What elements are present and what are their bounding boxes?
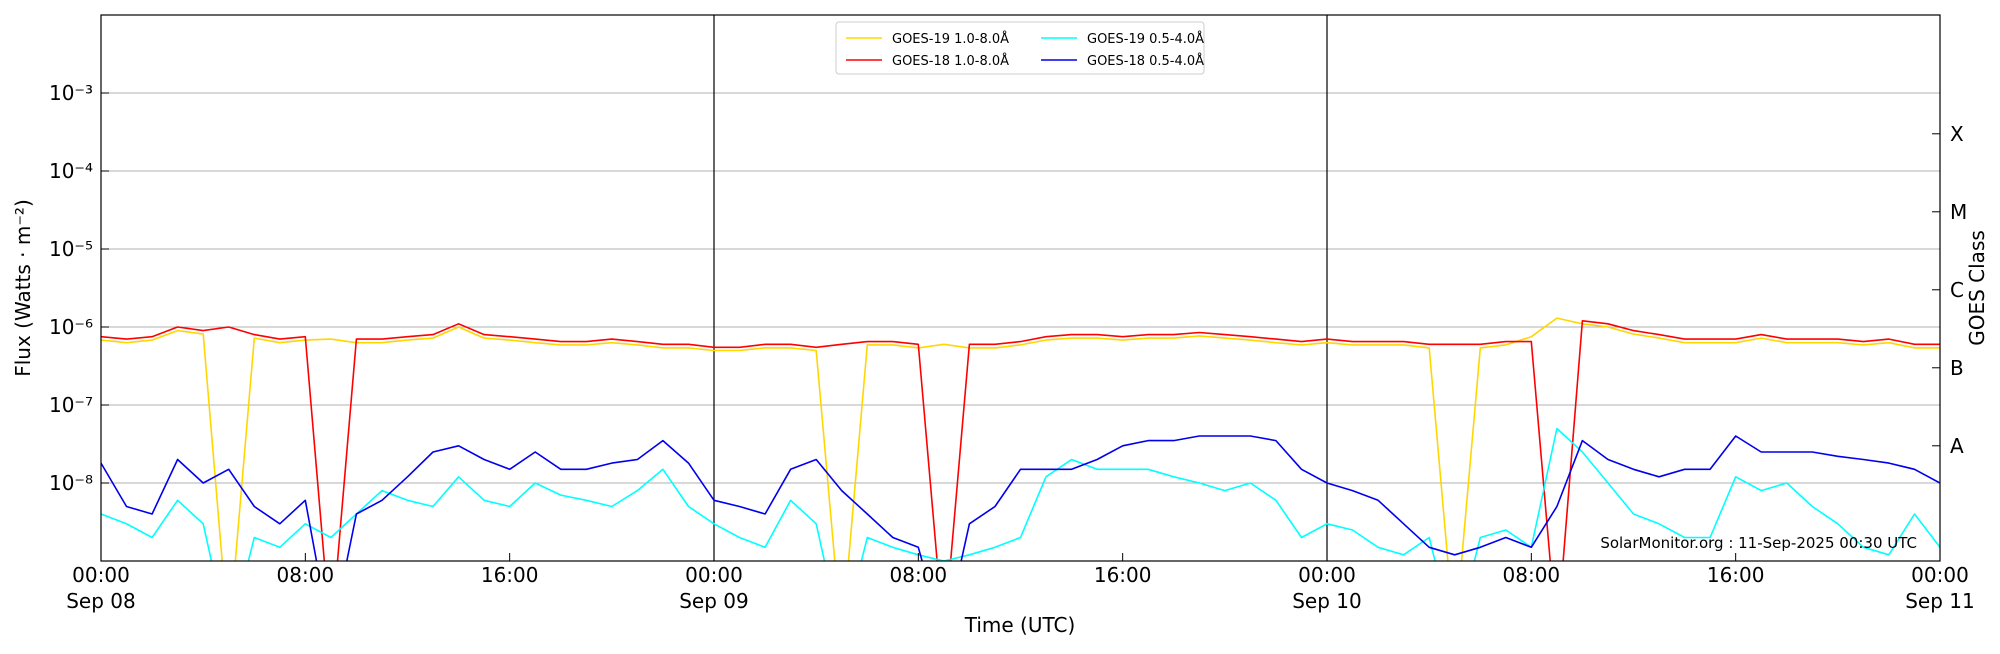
y2-tick-label: X [1950,122,1964,146]
y2-tick-label: C [1950,278,1964,302]
axes: 10⁻⁸ 10⁻⁷ 10⁻⁶ 10⁻⁵ 10⁻⁴ 10⁻³ A B C M X 00:00 Sep 08… [49,14,1975,613]
x-tick-label: 08:00 [890,563,948,587]
x-axis-label: Time (UTC) [964,613,1076,637]
y2-tick-label: B [1950,356,1964,380]
x-tick-label: 16:00 [481,563,539,587]
plot-lines [101,317,1940,561]
y-axis-label: Flux (Watts · m⁻²) [11,199,35,377]
series-line [101,317,1940,561]
y-tick-label: 10⁻⁵ [49,237,93,261]
y2-tick-label: A [1950,434,1964,458]
y2-axis-label: GOES Class [1965,230,1989,346]
series-line [101,435,1940,561]
annotation: SolarMonitor.org : 11-Sep-2025 00:30 UTC [1600,534,1917,552]
series-line [101,427,1940,561]
grid [101,15,1940,561]
y-tick-label: 10⁻⁶ [49,315,93,339]
series-line [101,320,1940,561]
y-tick-label: 10⁻⁴ [49,159,93,183]
x-tick-label: 08:00 [277,563,335,587]
y-tick-label: 10⁻⁷ [49,393,93,417]
legend-box [835,21,1205,75]
plot-frame [100,14,1941,562]
legend-label: GOES-18 1.0-8.0Å [892,53,1009,69]
y-tick-label: 10⁻³ [49,81,93,105]
x-tick-label: 00:00 Sep 08 [66,563,136,613]
x-tick-label: 00:00 Sep 11 [1905,563,1975,613]
y2-tick-label: M [1950,200,1967,224]
x-tick-label: 08:00 [1503,563,1561,587]
x-tick-label: 00:00 Sep 10 [1292,563,1362,613]
legend-label: GOES-19 0.5-4.0Å [1087,31,1204,47]
x-tick-label: 16:00 [1707,563,1765,587]
x-tick-label: 00:00 Sep 09 [679,563,749,613]
legend-label: GOES-19 1.0-8.0Å [892,31,1009,47]
y-tick-label: 10⁻⁸ [49,471,93,495]
legend-label: GOES-18 0.5-4.0Å [1087,53,1204,69]
x-tick-label: 16:00 [1094,563,1152,587]
